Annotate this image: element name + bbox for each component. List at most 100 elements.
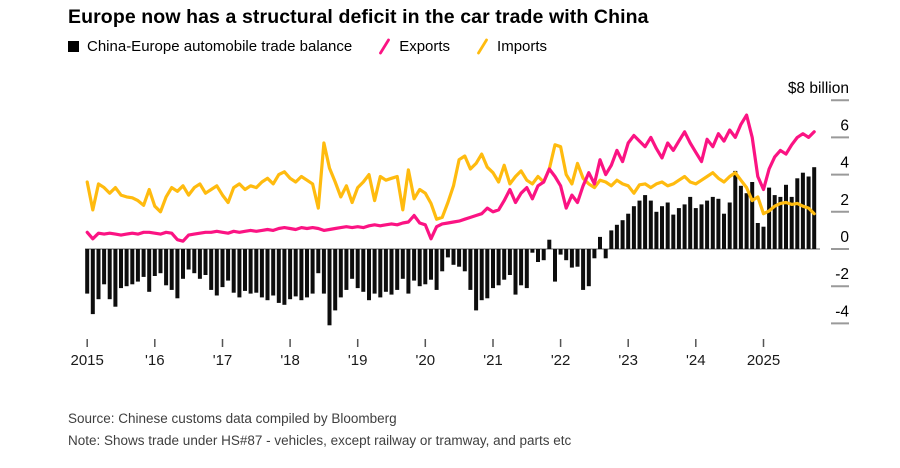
balance-bar bbox=[147, 249, 152, 292]
balance-bar bbox=[598, 236, 602, 249]
balance-bar bbox=[130, 249, 135, 285]
balance-bar bbox=[772, 195, 777, 249]
balance-bar bbox=[440, 249, 445, 272]
x-axis-label: '23 bbox=[618, 352, 638, 369]
balance-bar bbox=[226, 249, 231, 281]
balance-bar bbox=[282, 249, 287, 305]
legend-label-imports: Imports bbox=[497, 38, 548, 55]
balance-bar bbox=[643, 195, 648, 249]
x-axis-label: '20 bbox=[416, 352, 436, 369]
balance-bar bbox=[558, 249, 563, 255]
balance-bar bbox=[682, 204, 687, 249]
balance-bar bbox=[671, 214, 676, 249]
balance-bar bbox=[124, 249, 129, 287]
balance-bar bbox=[197, 249, 202, 279]
x-axis-label: '17 bbox=[213, 352, 233, 369]
imports-slash-line bbox=[477, 38, 488, 55]
balance-bar bbox=[755, 223, 760, 249]
balance-bar bbox=[524, 249, 529, 289]
trade-chart-svg: $8 billion 6 4 2 0 -2 -4 2015 '16 '17 '18 '19 '20 '21… bbox=[71, 80, 850, 369]
balance-bar bbox=[654, 211, 659, 249]
balance-bar bbox=[631, 206, 636, 249]
balance-bar bbox=[113, 249, 118, 307]
balance-bar bbox=[288, 249, 293, 300]
source-line: Source: Chinese customs data compiled by… bbox=[68, 411, 397, 426]
legend-item-exports: Exports bbox=[378, 38, 450, 55]
balance-bar bbox=[254, 249, 259, 293]
balance-bar bbox=[96, 249, 101, 300]
x-axis-label: 2025 bbox=[747, 352, 780, 369]
balance-bar bbox=[378, 249, 383, 298]
balance-bar bbox=[327, 249, 332, 326]
balance-bar bbox=[485, 249, 490, 299]
legend-label-exports: Exports bbox=[399, 38, 451, 55]
balance-bar bbox=[722, 213, 726, 249]
balance-bar bbox=[553, 249, 557, 282]
balance-bar bbox=[119, 249, 123, 289]
balance-bar bbox=[181, 249, 185, 279]
page-title: Europe now has a structural deficit in t… bbox=[68, 6, 649, 28]
balance-bar bbox=[800, 172, 805, 249]
balance-square-icon bbox=[68, 41, 79, 52]
balance-bar bbox=[637, 200, 642, 249]
balance-bar bbox=[586, 249, 591, 287]
balance-bar bbox=[626, 213, 631, 249]
balance-bar bbox=[135, 249, 140, 282]
balance-bar bbox=[609, 230, 614, 249]
legend-item-imports: Imports bbox=[476, 38, 547, 55]
x-axis-label: '22 bbox=[551, 352, 571, 369]
balance-bar bbox=[85, 249, 90, 294]
balance-bar bbox=[265, 249, 270, 301]
balance-bar bbox=[192, 249, 197, 274]
y-axis-label: 0 bbox=[840, 229, 849, 246]
balance-bar bbox=[445, 249, 450, 258]
balance-bar bbox=[699, 204, 704, 249]
balance-bar bbox=[423, 249, 428, 285]
balance-bar bbox=[305, 249, 309, 298]
balance-bar bbox=[710, 196, 715, 249]
x-axis-label: '24 bbox=[686, 352, 706, 369]
x-axis-label: '18 bbox=[280, 352, 300, 369]
balance-bar bbox=[812, 167, 817, 249]
chart-legend: China-Europe automobile trade balance Ex… bbox=[68, 38, 547, 55]
balance-bar bbox=[169, 249, 174, 290]
exports-slash-icon bbox=[379, 38, 391, 55]
balance-bar bbox=[158, 249, 163, 274]
balance-bar bbox=[474, 249, 479, 311]
balance-bar bbox=[372, 249, 377, 294]
balance-bar bbox=[530, 249, 535, 253]
balance-bar bbox=[457, 249, 462, 267]
balance-bar bbox=[293, 249, 298, 297]
y-axis-label: -2 bbox=[835, 266, 849, 283]
balance-bar bbox=[491, 249, 495, 289]
balance-bar bbox=[333, 249, 338, 311]
y-axis-label: 4 bbox=[840, 155, 849, 172]
balance-bar bbox=[406, 249, 411, 294]
balance-bar bbox=[231, 249, 236, 293]
chart-area: $8 billion 6 4 2 0 -2 -4 2015 '16 '17 '18 '19 '20 '21… bbox=[0, 68, 900, 376]
balance-bar bbox=[310, 249, 315, 294]
balance-bar bbox=[502, 249, 507, 280]
balance-bar bbox=[203, 249, 208, 275]
y-axis-label: -4 bbox=[835, 303, 849, 320]
balance-bar bbox=[462, 249, 467, 272]
balance-bar bbox=[660, 206, 664, 249]
balance-bar bbox=[761, 226, 766, 249]
balance-bar bbox=[141, 249, 146, 277]
balance-bar bbox=[564, 249, 569, 261]
balance-bar bbox=[536, 249, 540, 262]
balance-bar bbox=[496, 249, 501, 286]
x-axis-label: 2015 bbox=[71, 352, 104, 369]
y-axis-label: 2 bbox=[840, 192, 849, 209]
balance-bar bbox=[107, 249, 112, 300]
balance-bar bbox=[316, 249, 321, 274]
balance-bar bbox=[693, 208, 698, 249]
balance-bar bbox=[186, 249, 191, 270]
balance-bar bbox=[676, 208, 681, 249]
balance-bar bbox=[620, 220, 625, 249]
balance-bar bbox=[383, 249, 388, 292]
chart-footer: Source: Chinese customs data compiled by… bbox=[68, 408, 888, 452]
y-axis-label: 6 bbox=[840, 117, 849, 134]
balance-bar bbox=[581, 249, 586, 290]
balance-bar bbox=[321, 249, 326, 294]
